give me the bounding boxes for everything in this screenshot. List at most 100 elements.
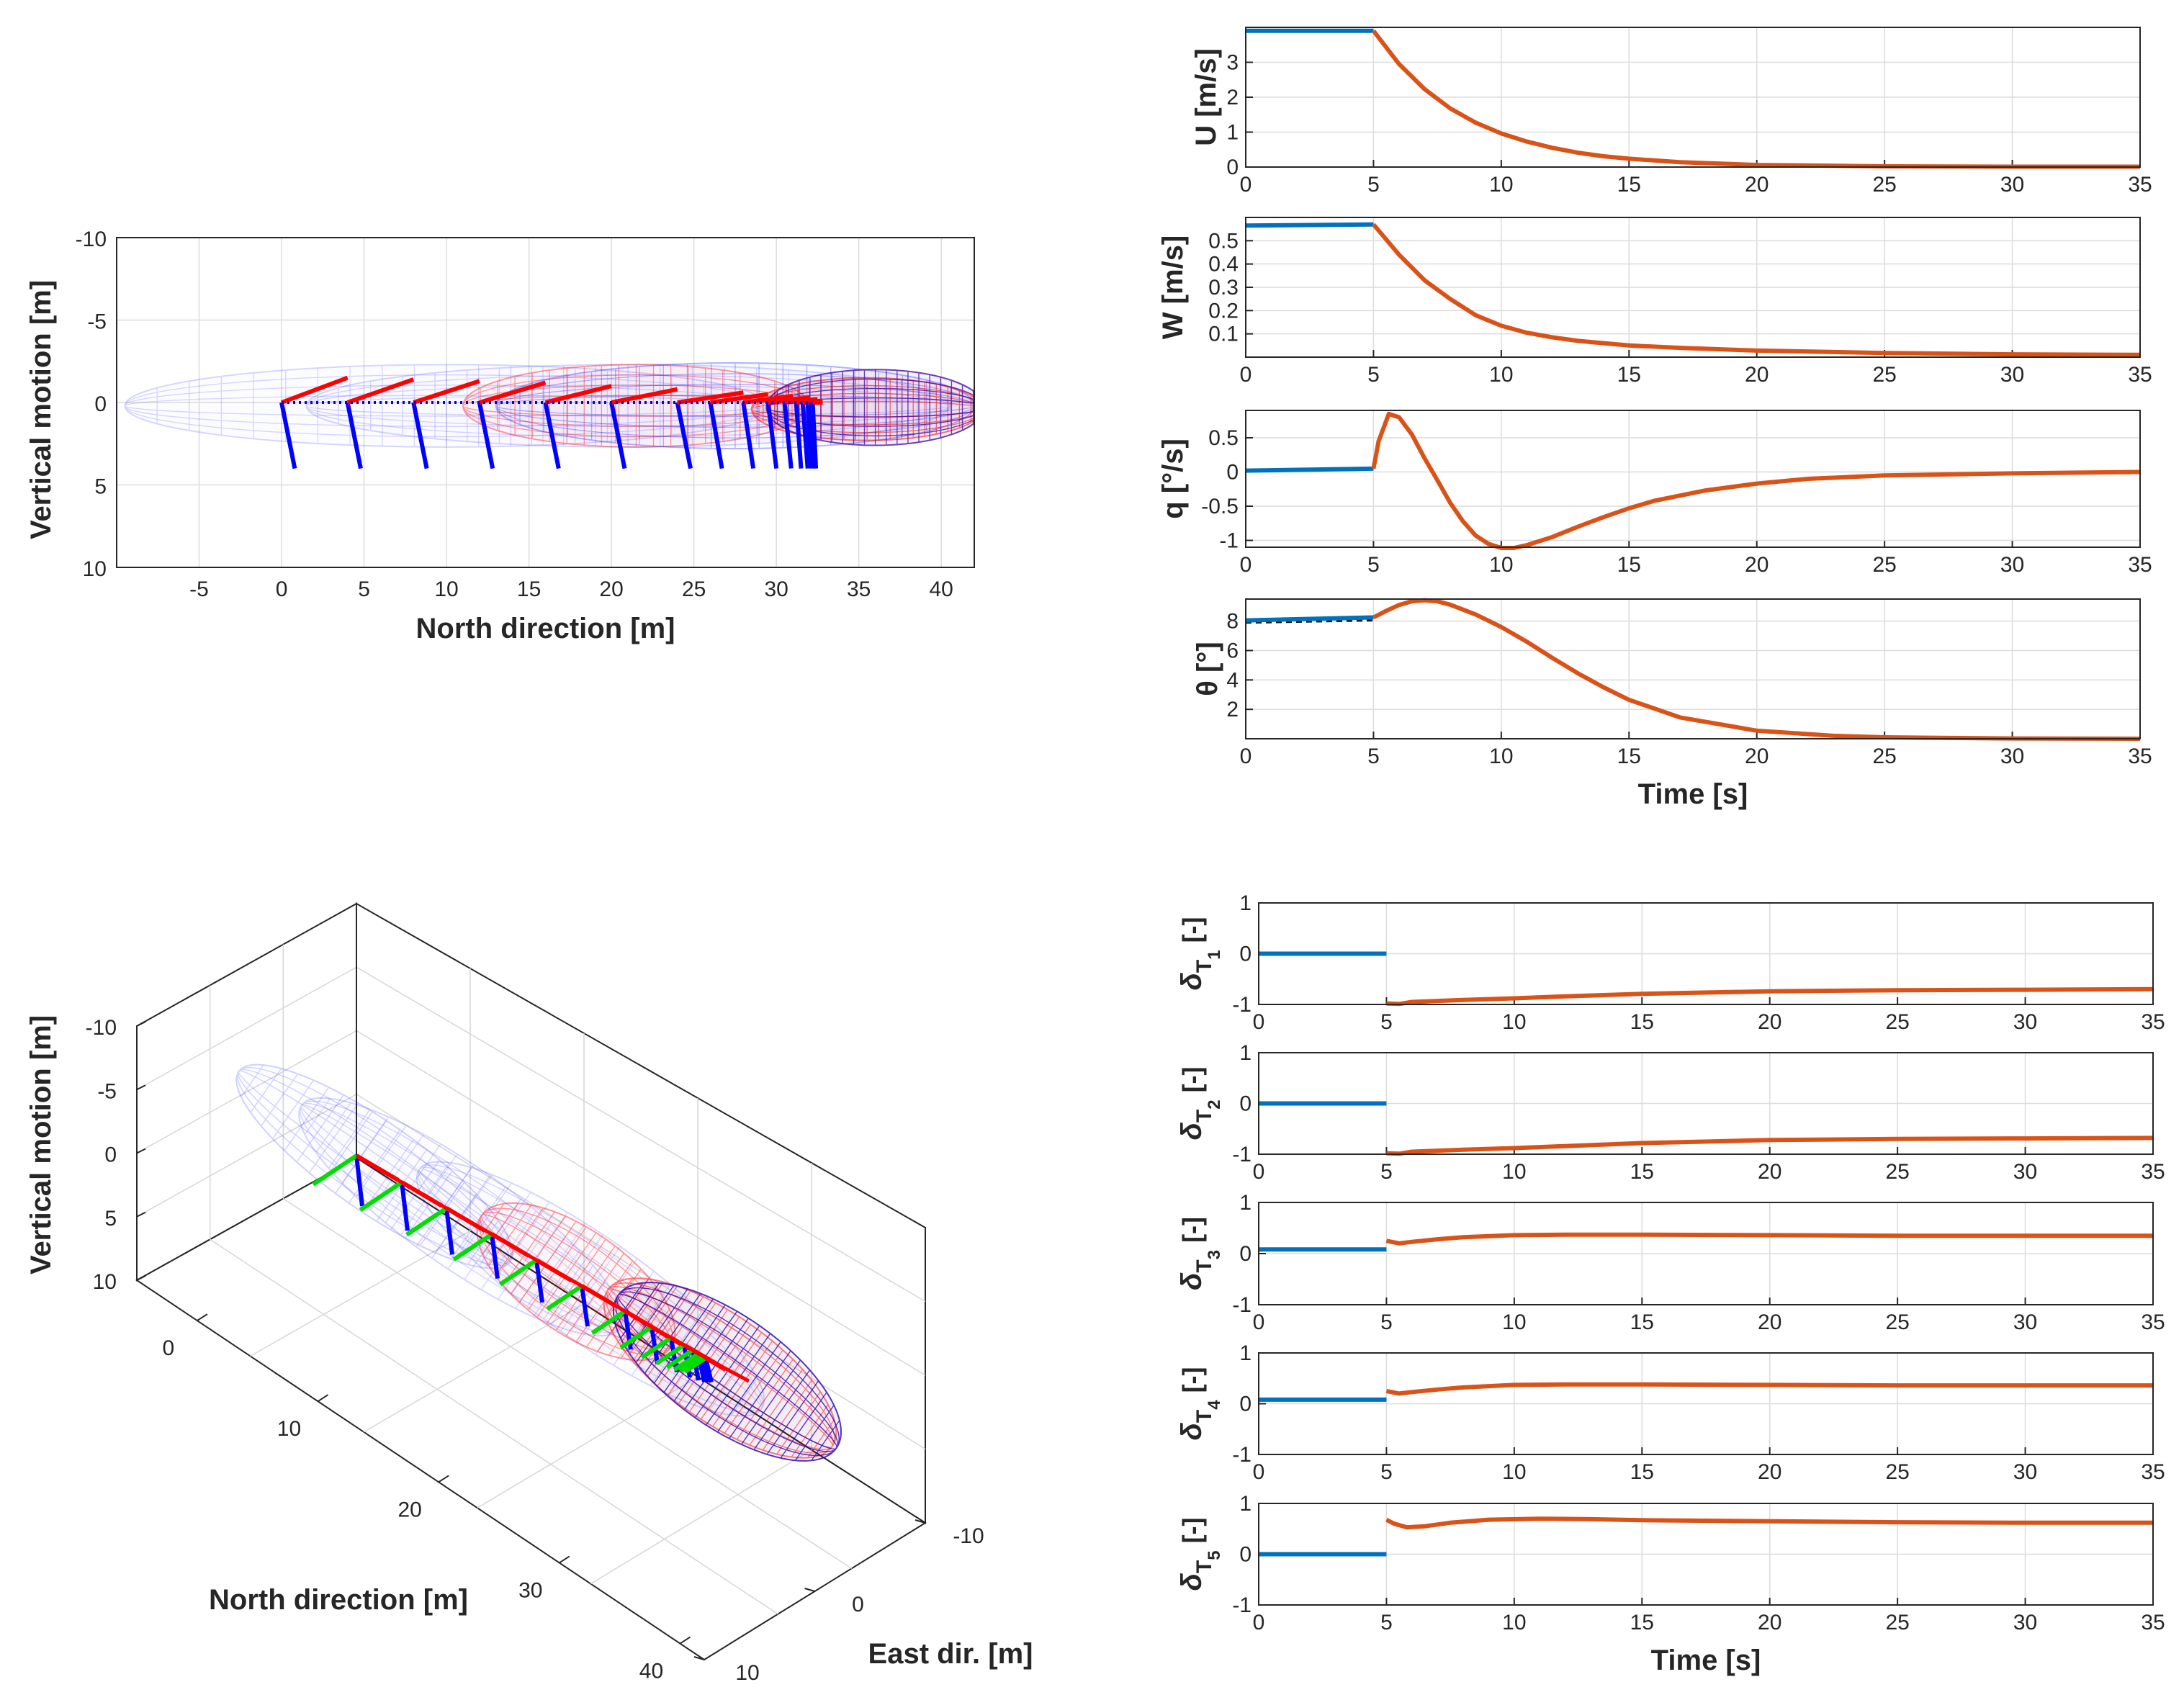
- body-y-axis-arrow: [679, 1354, 704, 1373]
- tick-label-x: 5: [1380, 1310, 1393, 1334]
- tick-label-y: 1: [1239, 1191, 1251, 1215]
- body-z-axis-arrow: [609, 402, 627, 469]
- grid-line-vertical: [356, 1094, 926, 1450]
- body-y-axis-arrow: [405, 1206, 448, 1237]
- body-y-axis-arrow: [546, 1284, 583, 1311]
- body-y-axis-arrow: [665, 1348, 694, 1370]
- hull-meridian: [794, 1405, 835, 1461]
- axes-frame: [1245, 27, 2141, 168]
- body-x-axis-arrow: [280, 375, 349, 405]
- tick-label-x: 30: [2000, 173, 2024, 197]
- hull-meridian: [741, 1359, 801, 1445]
- axes-frame: [1258, 1352, 2154, 1455]
- hull-meridian: [780, 1392, 827, 1459]
- tick-label-x: 35: [847, 577, 871, 601]
- hull-latitude: [495, 373, 974, 439]
- hull-meridian: [498, 1223, 552, 1300]
- grid-line-north-floor: [363, 1303, 585, 1433]
- hull-meridian: [644, 1293, 701, 1374]
- tick-label-x: 25: [1885, 1460, 1909, 1484]
- theta-plot: 0 5 10 15 20 25 30 35 2 4 6 8θ [°] Time [s]: [1192, 598, 2152, 810]
- trajectory-path: [355, 1153, 750, 1383]
- tick-label-x: 25: [1885, 1611, 1909, 1634]
- tick-label-x: 0: [1253, 1010, 1265, 1034]
- body-z-axis-arrow: [534, 1259, 544, 1303]
- body-z-axis-arrow: [675, 402, 693, 469]
- tick-label-x: 15: [1617, 363, 1641, 387]
- x-axis-label: Time [s]: [1638, 778, 1748, 810]
- body-x-axis-arrow: [677, 390, 744, 405]
- hull-outline: [415, 1161, 765, 1417]
- hull-meridian: [400, 1153, 458, 1236]
- tick-label-x: 0: [1240, 363, 1252, 387]
- tick-label-x: 25: [1872, 553, 1896, 577]
- tick-label-y: 0.2: [1208, 299, 1239, 323]
- y-axis-label: δT4 [-]: [1176, 1367, 1224, 1440]
- axes-background: [1246, 410, 2140, 547]
- tick-label-y: 0: [1239, 1393, 1251, 1416]
- tick-label-y: 0.5: [1208, 426, 1239, 450]
- tick-label-x: 20: [1745, 745, 1769, 768]
- hull-wireframe: [765, 369, 974, 446]
- tick-label-north: 10: [277, 1417, 301, 1441]
- tick-label-x: 5: [1367, 553, 1380, 577]
- axes-background: [1246, 599, 2140, 739]
- tick-label-x: 30: [2013, 1460, 2037, 1484]
- tick-label-x: 0: [1240, 173, 1252, 197]
- hull-meridian: [711, 1341, 773, 1427]
- hull-outline: [603, 1277, 837, 1459]
- axes-frame: [1258, 1503, 2154, 1606]
- body-z-axis-arrow: [580, 1285, 590, 1327]
- tick-label-east: 10: [735, 1661, 759, 1685]
- hull-latitude: [305, 374, 951, 438]
- body-z-axis-arrow: [400, 1182, 410, 1231]
- tick-label-y: -1: [1232, 993, 1251, 1017]
- tick-label-x: 15: [1630, 1460, 1654, 1484]
- hull-layer: [124, 362, 974, 450]
- hull-latitude: [300, 1100, 622, 1334]
- hull-meridian: [776, 1391, 821, 1454]
- grid-line-north-floor: [250, 1230, 471, 1357]
- tick-label-x: 25: [1872, 745, 1896, 768]
- x-axis-label: Time [s]: [1651, 1645, 1761, 1676]
- tick-label-y: 0: [1239, 1092, 1251, 1116]
- tick-mark-east: [693, 1656, 705, 1660]
- grid-line-east-floor: [210, 1238, 778, 1615]
- series-controlled-line: [1385, 1516, 2153, 1530]
- hull-outline: [298, 1097, 624, 1337]
- tick-mark-vertical: [136, 1211, 146, 1218]
- body-z-axis-arrow: [279, 402, 297, 469]
- tick-label-y: -1: [1232, 1293, 1251, 1317]
- tick-label-y: -1: [1232, 1593, 1251, 1617]
- tick-label-x: 35: [2141, 1310, 2165, 1334]
- hull-meridian: [478, 1192, 531, 1267]
- hull-meridian: [605, 1278, 633, 1317]
- hull-meridian: [435, 1194, 477, 1254]
- hull-meridian: [503, 1211, 555, 1286]
- tick-label-y: -1: [1232, 1443, 1251, 1467]
- hull-meridian: [385, 1143, 441, 1223]
- tick-label-y: 6: [1226, 639, 1239, 662]
- body-z-axis-arrow: [810, 402, 819, 469]
- tick-label-x: 0: [1240, 553, 1252, 577]
- u-plot: 0 5 10 15 20 25 30 35 0 1 2 3U [m/s]: [1190, 27, 2152, 197]
- w-plot: 0 5 10 15 20 25 30 35 0.10.20.30.40.5 W [m/s]: [1157, 217, 2152, 387]
- tick-label-y: 1: [1239, 1041, 1251, 1065]
- hull-meridian: [480, 1210, 537, 1290]
- body-z-axis-arrow: [477, 402, 495, 469]
- tick-label-x: 10: [434, 577, 458, 601]
- tick-label-y: -1: [1232, 1143, 1251, 1166]
- hull-outline: [305, 364, 951, 448]
- tick-label-vertical: 10: [93, 1270, 117, 1294]
- hull-latitude: [298, 1097, 624, 1336]
- hull-latitude: [235, 1063, 513, 1269]
- body-z-axis-arrow: [708, 402, 724, 469]
- tick-mark-east: [804, 1588, 815, 1592]
- axes-frame: [1258, 1202, 2154, 1305]
- series-controlled-line: [1372, 222, 2140, 357]
- tick-label-y: 1: [1239, 1492, 1251, 1516]
- body-x-axis-arrow: [742, 393, 794, 405]
- body-z-axis-arrow: [794, 402, 804, 469]
